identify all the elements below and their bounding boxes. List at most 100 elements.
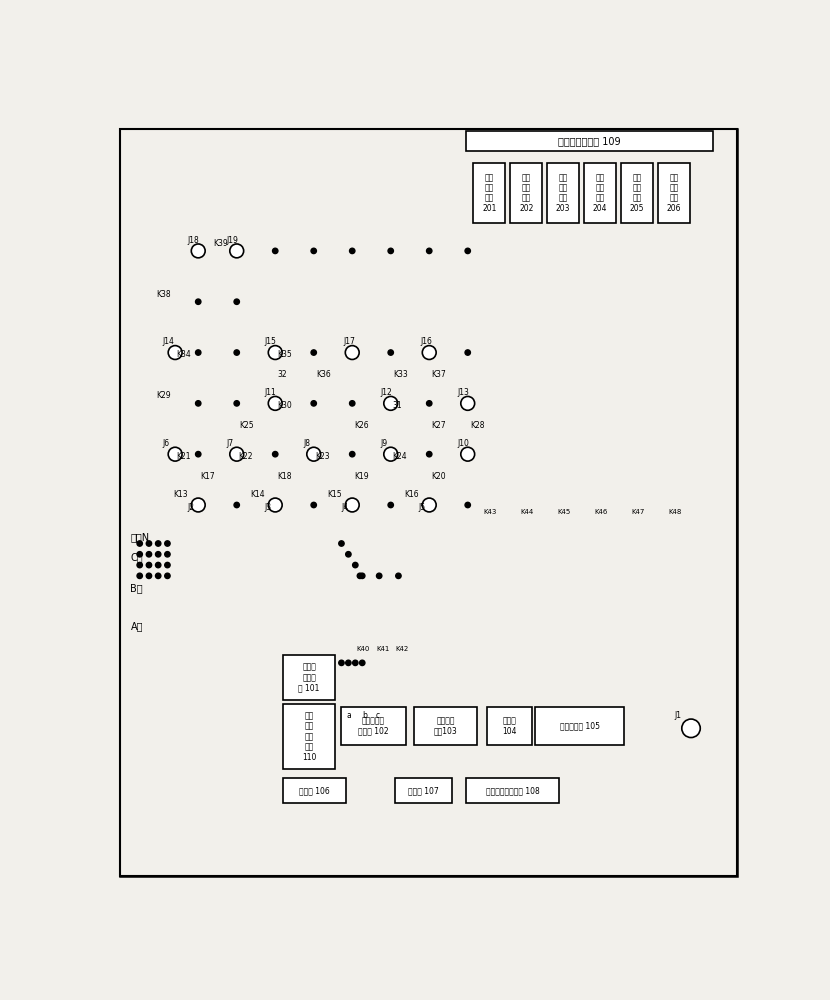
- Circle shape: [396, 573, 401, 579]
- Bar: [510, 163, 543, 223]
- Text: K21: K21: [177, 452, 191, 461]
- Text: 控制器 107: 控制器 107: [408, 786, 439, 795]
- Circle shape: [191, 498, 205, 512]
- Text: K22: K22: [238, 452, 253, 461]
- Circle shape: [155, 562, 161, 568]
- Text: 一号
负载
接口
201: 一号 负载 接口 201: [482, 173, 496, 213]
- Text: 二号电压采样电路 108: 二号电压采样电路 108: [486, 786, 540, 795]
- Text: K14: K14: [251, 490, 266, 499]
- Text: 三相
电能
计量
模块
110: 三相 电能 计量 模块 110: [302, 711, 316, 762]
- Text: K19: K19: [354, 472, 369, 481]
- Circle shape: [272, 248, 278, 254]
- Text: K16: K16: [404, 490, 419, 499]
- Text: 31: 31: [393, 401, 402, 410]
- Text: J12: J12: [380, 388, 392, 397]
- Text: 接口功率监测器 109: 接口功率监测器 109: [558, 136, 621, 146]
- Circle shape: [137, 552, 143, 557]
- Text: 一号电压采
样电路 102: 一号电压采 样电路 102: [358, 716, 388, 736]
- Text: K20: K20: [432, 472, 447, 481]
- Circle shape: [359, 660, 365, 666]
- Text: J9: J9: [380, 439, 387, 448]
- Text: A相: A相: [130, 621, 143, 631]
- Circle shape: [196, 299, 201, 304]
- Text: 单相逆变
电源103: 单相逆变 电源103: [433, 716, 457, 736]
- Circle shape: [272, 451, 278, 457]
- Circle shape: [311, 502, 316, 508]
- Text: K40: K40: [357, 646, 370, 652]
- Circle shape: [383, 447, 398, 461]
- Circle shape: [388, 248, 393, 254]
- Text: b: b: [362, 711, 367, 720]
- Text: 存储器 106: 存储器 106: [299, 786, 330, 795]
- Circle shape: [383, 396, 398, 410]
- Text: J8: J8: [303, 439, 310, 448]
- Text: J13: J13: [457, 388, 469, 397]
- Circle shape: [155, 552, 161, 557]
- Text: K23: K23: [315, 452, 330, 461]
- Circle shape: [427, 401, 432, 406]
- Circle shape: [137, 573, 143, 579]
- Circle shape: [339, 541, 344, 546]
- Text: C相: C相: [130, 552, 143, 562]
- Bar: [466, 778, 559, 803]
- Circle shape: [359, 573, 365, 579]
- Circle shape: [307, 447, 320, 461]
- Text: J19: J19: [226, 236, 238, 245]
- Circle shape: [137, 562, 143, 568]
- Circle shape: [311, 248, 316, 254]
- Text: K25: K25: [239, 421, 254, 430]
- Circle shape: [427, 451, 432, 457]
- Circle shape: [155, 573, 161, 579]
- Circle shape: [234, 401, 239, 406]
- Circle shape: [137, 541, 143, 546]
- Text: 隔离变压器 105: 隔离变压器 105: [559, 721, 600, 730]
- Text: J14: J14: [163, 337, 174, 346]
- Circle shape: [234, 502, 239, 508]
- Bar: [487, 707, 532, 745]
- Text: 零线N: 零线N: [130, 532, 149, 542]
- Text: K17: K17: [201, 472, 215, 481]
- Circle shape: [349, 451, 355, 457]
- Text: J16: J16: [420, 337, 432, 346]
- Text: J5: J5: [418, 503, 426, 512]
- Text: K13: K13: [173, 490, 188, 499]
- Text: 三号
负载
接口
203: 三号 负载 接口 203: [556, 173, 570, 213]
- Text: K44: K44: [520, 509, 534, 515]
- Circle shape: [146, 562, 152, 568]
- Circle shape: [345, 346, 359, 359]
- Circle shape: [349, 248, 355, 254]
- Circle shape: [681, 719, 701, 738]
- Text: a: a: [347, 711, 352, 720]
- Text: K46: K46: [594, 509, 608, 515]
- Text: J7: J7: [226, 439, 233, 448]
- Bar: [547, 163, 579, 223]
- Circle shape: [230, 244, 244, 258]
- Circle shape: [164, 541, 170, 546]
- Circle shape: [146, 573, 152, 579]
- Circle shape: [311, 401, 316, 406]
- Circle shape: [146, 552, 152, 557]
- Circle shape: [461, 396, 475, 410]
- Text: K28: K28: [470, 421, 485, 430]
- Text: J2: J2: [188, 503, 194, 512]
- Bar: [283, 704, 335, 769]
- Circle shape: [164, 573, 170, 579]
- Circle shape: [345, 660, 351, 666]
- Circle shape: [427, 248, 432, 254]
- Text: K39: K39: [213, 239, 228, 248]
- Circle shape: [349, 401, 355, 406]
- Circle shape: [345, 498, 359, 512]
- Text: J6: J6: [163, 439, 170, 448]
- Text: J4: J4: [341, 503, 349, 512]
- Circle shape: [234, 299, 239, 304]
- Circle shape: [168, 447, 182, 461]
- Text: 四号
负载
接口
204: 四号 负载 接口 204: [593, 173, 608, 213]
- Circle shape: [196, 350, 201, 355]
- Bar: [621, 163, 653, 223]
- Bar: [283, 655, 335, 700]
- Circle shape: [345, 552, 351, 557]
- Text: 32: 32: [277, 370, 287, 379]
- Text: K37: K37: [432, 370, 447, 379]
- Text: K15: K15: [328, 490, 342, 499]
- Circle shape: [268, 396, 282, 410]
